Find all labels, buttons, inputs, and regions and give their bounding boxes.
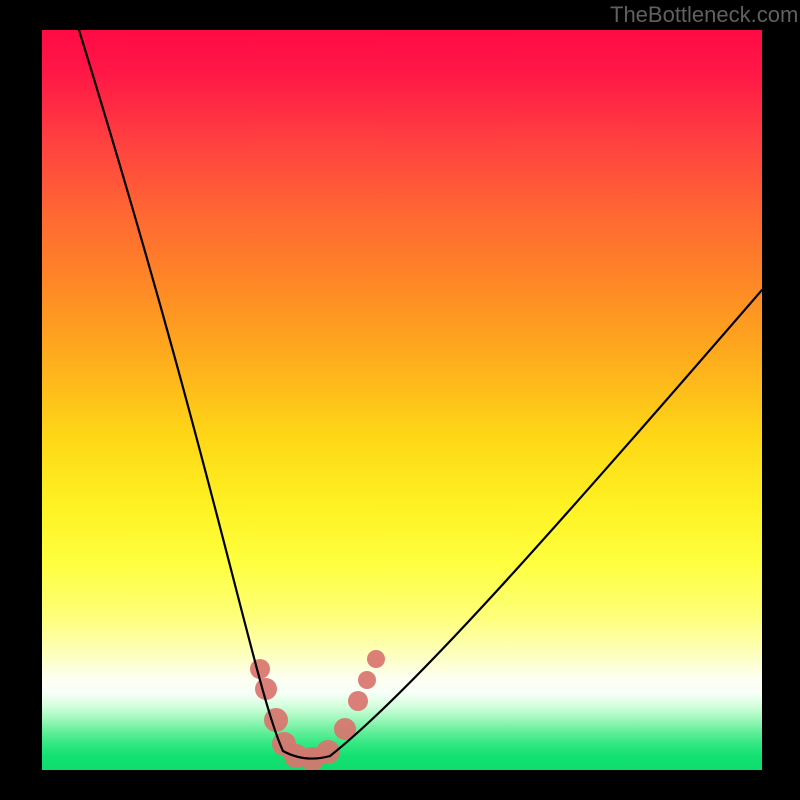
curve-marker-9 — [358, 671, 376, 689]
curve-marker-10 — [367, 650, 385, 668]
curve-marker-1 — [255, 678, 277, 700]
watermark-text: TheBottleneck.com — [610, 2, 798, 28]
page-root: TheBottleneck.com — [0, 0, 800, 800]
chart-svg — [0, 0, 800, 800]
gradient-plot-area — [42, 30, 762, 770]
curve-marker-8 — [348, 691, 368, 711]
curve-marker-2 — [264, 708, 288, 732]
